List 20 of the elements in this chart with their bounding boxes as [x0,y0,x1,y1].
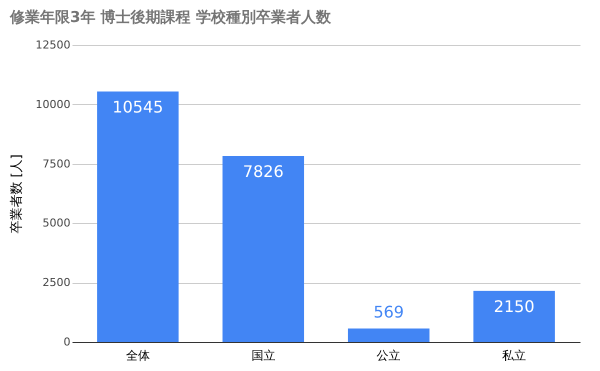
bar [97,91,179,342]
bar [473,290,555,342]
chart-title: 修業年限3年 博士後期課程 学校種別卒業者人数 [9,8,332,26]
y-axis-title: 卒業者数 [人] [10,154,25,234]
x-tick-label: 公立 [376,348,401,362]
y-tick-label: 7500 [42,157,70,170]
y-tick-label: 0 [64,336,70,348]
data-label: 10545 [112,97,164,116]
data-label: 2150 [494,296,535,316]
y-tick-label: 5000 [42,216,70,230]
x-tick-label: 全体 [126,348,150,362]
data-label: 7826 [242,162,284,182]
bar [348,328,430,342]
data-label: 569 [373,302,404,322]
y-tick-label: 10000 [36,98,70,111]
y-tick-label: 2500 [42,276,70,290]
y-tick-label: 12500 [36,38,70,52]
bar [222,156,304,342]
x-tick-label: 私立 [502,348,526,362]
x-tick-label: 国立 [251,348,276,362]
